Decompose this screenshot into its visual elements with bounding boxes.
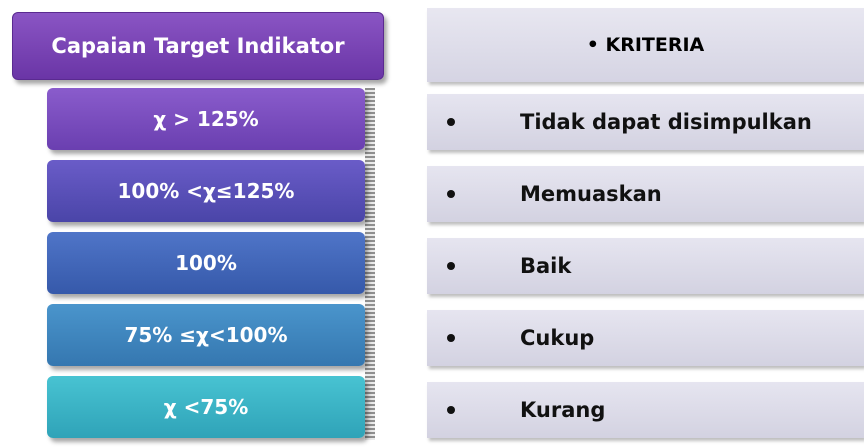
criteria-text: Kurang — [520, 398, 606, 422]
criteria-text: Baik — [520, 254, 572, 278]
criteria-box: Tidak dapat disimpulkan — [427, 94, 864, 150]
range-box: χ > 125% — [47, 88, 365, 150]
criteria-box: Cukup — [427, 310, 864, 366]
criteria-text: Cukup — [520, 326, 595, 350]
range-box: 100% <χ≤125% — [47, 160, 365, 222]
criteria-box: Kurang — [427, 382, 864, 438]
criteria-text: Tidak dapat disimpulkan — [520, 110, 812, 134]
edge-decoration — [365, 88, 375, 440]
header-right: • KRITERIA — [427, 8, 864, 82]
bullet — [447, 334, 455, 342]
bullet — [447, 118, 455, 126]
bullet — [447, 406, 455, 414]
criteria-box: Memuaskan — [427, 166, 864, 222]
bullet — [447, 190, 455, 198]
range-box: 75% ≤χ<100% — [47, 304, 365, 366]
bullet — [447, 262, 455, 270]
range-box: 100% — [47, 232, 365, 294]
criteria-text: Memuaskan — [520, 182, 662, 206]
range-box: χ <75% — [47, 376, 365, 438]
criteria-box: Baik — [427, 238, 864, 294]
header-left: Capaian Target Indikator — [12, 12, 384, 80]
